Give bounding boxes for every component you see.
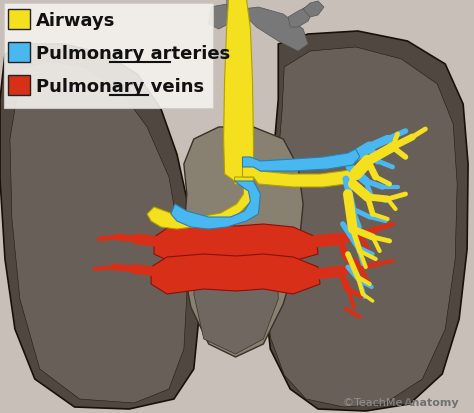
Polygon shape xyxy=(209,5,228,30)
Bar xyxy=(8,76,30,96)
Polygon shape xyxy=(224,0,254,182)
Polygon shape xyxy=(288,8,313,28)
Polygon shape xyxy=(303,2,324,18)
Polygon shape xyxy=(151,254,320,294)
Text: Pulmonary arteries: Pulmonary arteries xyxy=(36,45,230,63)
Polygon shape xyxy=(243,8,308,52)
Polygon shape xyxy=(243,150,360,171)
Polygon shape xyxy=(147,178,254,230)
Polygon shape xyxy=(0,45,199,409)
Polygon shape xyxy=(194,228,278,354)
Text: Anatomy: Anatomy xyxy=(403,397,459,407)
Text: Airways: Airways xyxy=(36,12,115,30)
Polygon shape xyxy=(10,62,187,403)
FancyBboxPatch shape xyxy=(4,4,213,109)
Polygon shape xyxy=(154,224,318,261)
Polygon shape xyxy=(227,0,248,60)
Text: TeachMe: TeachMe xyxy=(354,397,402,407)
Polygon shape xyxy=(266,48,457,407)
Polygon shape xyxy=(264,32,468,411)
Polygon shape xyxy=(182,128,303,357)
Bar xyxy=(8,43,30,63)
Polygon shape xyxy=(243,165,358,188)
Bar xyxy=(8,10,30,30)
Polygon shape xyxy=(171,182,260,230)
Text: ©: © xyxy=(343,397,354,407)
Text: Pulmonary veins: Pulmonary veins xyxy=(36,78,204,96)
